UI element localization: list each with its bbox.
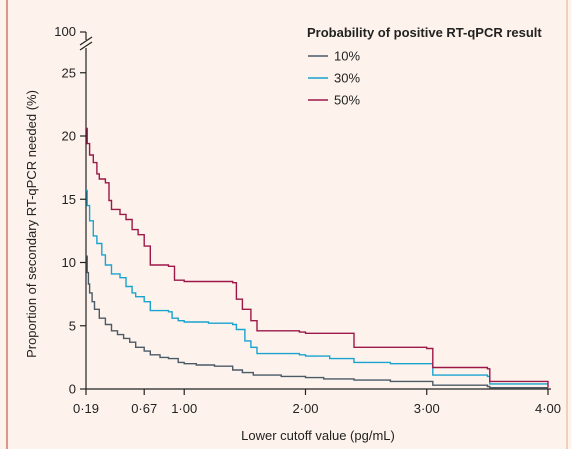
legend-label-30pct: 30%: [334, 71, 360, 86]
legend-label-50pct: 50%: [334, 93, 360, 108]
series-line-50pct: [86, 127, 549, 388]
x-tick-label-5: 4·00: [535, 401, 561, 416]
y-tick-label-5: 25: [62, 65, 76, 80]
y-axis-break-mark-1: [79, 41, 93, 51]
y-tick-label-0: 0: [69, 382, 76, 397]
x-tick-label-3: 2·00: [292, 401, 318, 416]
x-axis-title: Lower cutoff value (pg/mL): [241, 428, 395, 443]
x-tick-label-2: 1·00: [171, 401, 197, 416]
y-ticks: 0 5 10 15 20 25: [62, 65, 86, 397]
y-axis-break-mark-2: [79, 36, 93, 46]
y-tick-label-1: 5: [69, 318, 76, 333]
y-tick-label-3: 15: [62, 192, 76, 207]
y-tick-label-4: 20: [62, 129, 76, 144]
axes: 100: [54, 24, 551, 390]
legend-title: Probability of positive RT-qPCR result: [307, 25, 542, 40]
y-tick-label-2: 10: [62, 255, 76, 270]
series-line-30pct: [86, 189, 548, 385]
y-tick-label-top: 100: [54, 24, 76, 39]
series-line-10pct: [86, 255, 548, 389]
x-tick-label-0: 0·19: [73, 401, 99, 416]
x-tick-label-4: 3·00: [414, 401, 440, 416]
legend-label-10pct: 10%: [334, 49, 360, 64]
x-tick-label-1: 0·67: [131, 401, 157, 416]
series-lines: [86, 127, 549, 389]
legend: Probability of positive RT-qPCR result 1…: [307, 25, 542, 108]
legend-items: 10% 30% 50%: [308, 49, 360, 108]
x-ticks: 0·19 0·67 1·00 2·00 3·00 4·00: [73, 389, 561, 416]
y-axis-title: Proportion of secondary RT-qPCR needed (…: [24, 90, 39, 358]
